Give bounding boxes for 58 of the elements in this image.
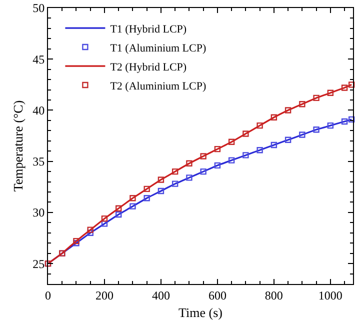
point — [242, 152, 249, 158]
point — [73, 238, 80, 244]
point — [299, 100, 306, 108]
point — [172, 180, 178, 187]
point — [313, 126, 320, 133]
x-axis-title: Time (s) — [178, 305, 222, 320]
point — [284, 136, 292, 143]
point — [130, 203, 136, 210]
point — [158, 188, 164, 194]
y-tick-label: 30 — [32, 206, 45, 220]
point — [270, 142, 278, 148]
point — [270, 114, 278, 120]
point — [228, 157, 235, 164]
point — [256, 122, 263, 129]
point — [144, 195, 150, 202]
point — [186, 174, 192, 181]
legend-label: T1 (Aluminium LCP) — [110, 42, 206, 54]
point — [214, 146, 221, 152]
y-tick-label: 35 — [32, 154, 45, 169]
point — [116, 211, 122, 218]
point — [256, 146, 263, 154]
point — [348, 116, 355, 123]
point — [101, 220, 108, 227]
point — [313, 94, 320, 102]
y-tick-label: 25 — [32, 256, 45, 271]
x-tick-label: 600 — [208, 288, 226, 302]
point — [327, 90, 334, 96]
point — [200, 168, 206, 175]
point — [348, 82, 355, 88]
legend-label: T2 (Hybrid LCP) — [110, 61, 187, 74]
y-tick-label: 40 — [32, 103, 45, 118]
point — [341, 118, 348, 125]
x-tick-label: 1000 — [318, 288, 342, 302]
legend-label: T2 (Aluminium LCP) — [110, 80, 206, 92]
point — [158, 176, 164, 183]
point — [144, 186, 150, 192]
x-tick-label: 800 — [264, 288, 283, 302]
point — [214, 162, 221, 169]
point — [101, 215, 108, 222]
point — [299, 132, 306, 138]
y-tick-label: 50 — [32, 1, 45, 16]
point — [200, 153, 206, 160]
point — [130, 195, 136, 202]
point — [242, 130, 249, 137]
point — [186, 160, 192, 166]
point — [327, 122, 334, 129]
point — [87, 226, 94, 233]
legend-label: T1 (Hybrid LCP) — [110, 23, 187, 36]
point — [116, 205, 122, 212]
x-tick-label: 200 — [95, 288, 114, 302]
y-tick-label: 45 — [32, 52, 45, 66]
x-tick-label: 0 — [45, 288, 51, 302]
x-tick-label: 400 — [152, 288, 170, 302]
point — [341, 84, 348, 91]
y-axis-title: Temperature (°C) — [10, 100, 26, 192]
point — [284, 107, 292, 114]
point — [172, 168, 178, 175]
point — [228, 138, 235, 146]
